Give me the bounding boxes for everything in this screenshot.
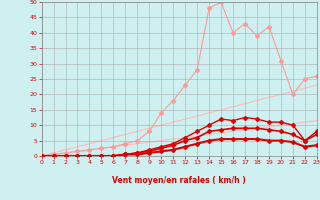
X-axis label: Vent moyen/en rafales ( km/h ): Vent moyen/en rafales ( km/h ) [112,176,246,185]
